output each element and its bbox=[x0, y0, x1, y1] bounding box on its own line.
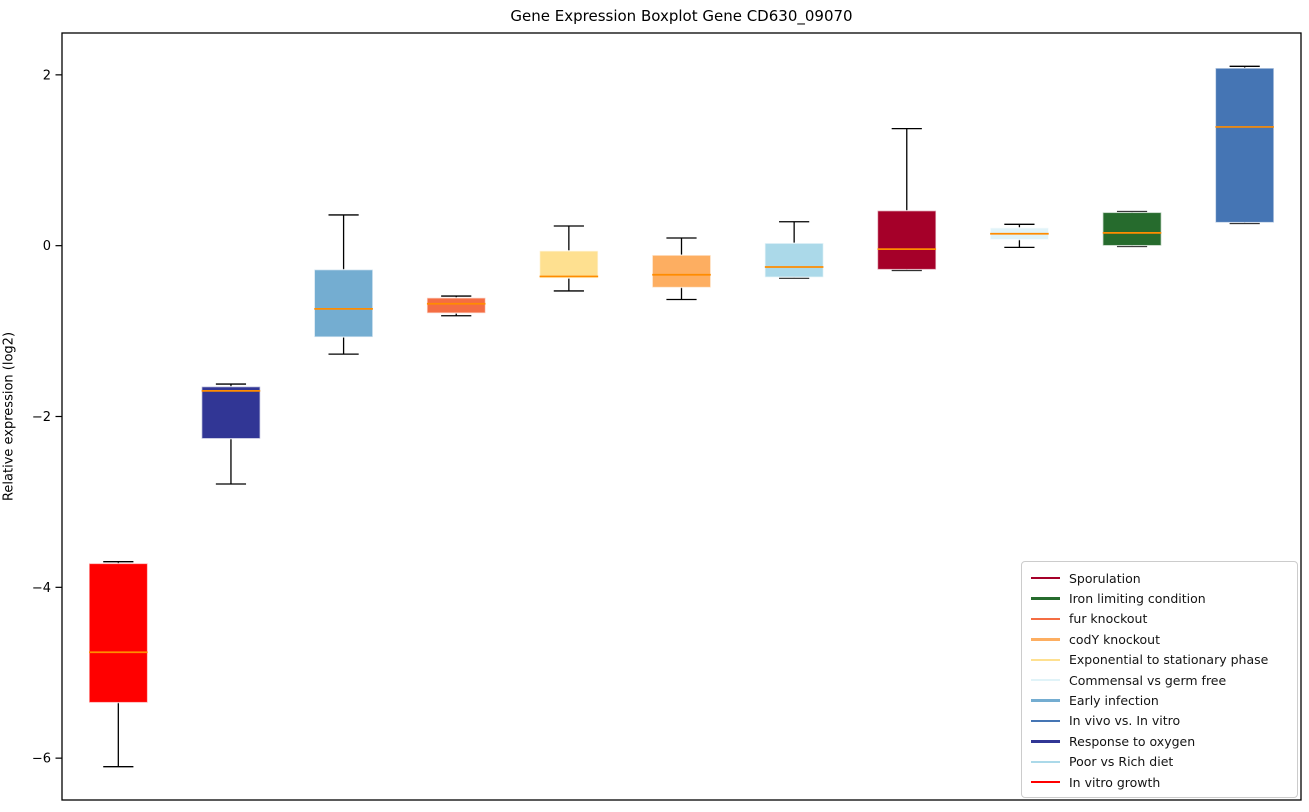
legend-swatch-line bbox=[1031, 719, 1060, 723]
legend-swatch-line bbox=[1031, 699, 1060, 702]
y-tick-label: 0 bbox=[43, 239, 51, 254]
legend-swatch-line bbox=[1031, 597, 1060, 600]
box-in-vivo-vs-in-vitro bbox=[1214, 67, 1275, 224]
legend-swatch-line bbox=[1031, 638, 1060, 641]
box-poor-vs-rich-diet bbox=[764, 242, 825, 278]
legend-item-iron-limiting-condition: Iron limiting condition bbox=[1022, 588, 1297, 608]
chart-title: Gene Expression Boxplot Gene CD630_09070 bbox=[510, 7, 853, 25]
legend-item-commensal-vs-germ-free: Commensal vs germ free bbox=[1022, 670, 1297, 690]
legend-label: In vitro growth bbox=[1069, 774, 1161, 790]
box-cody-knockout bbox=[651, 254, 712, 289]
legend: Sporulation Iron limiting condition fur kn… bbox=[1021, 561, 1298, 799]
legend-item-poor-vs-rich-diet: Poor vs Rich diet bbox=[1022, 752, 1297, 772]
box-exponential-to-stationary-phase bbox=[538, 250, 599, 279]
legend-label: codY knockout bbox=[1069, 631, 1161, 647]
legend-label: Response to oxygen bbox=[1069, 733, 1196, 749]
box-sporulation bbox=[876, 209, 937, 271]
legend-label: Early infection bbox=[1069, 693, 1159, 709]
legend-label: In vivo vs. In vitro bbox=[1069, 713, 1181, 729]
legend-swatch-line bbox=[1031, 740, 1060, 743]
box-response-to-oxygen bbox=[200, 385, 261, 440]
legend-swatch-line bbox=[1031, 617, 1060, 621]
legend-swatch-line bbox=[1031, 678, 1060, 682]
legend-item-fur-knockout: fur knockout bbox=[1022, 609, 1297, 629]
legend-label: Sporulation bbox=[1069, 570, 1141, 586]
legend-label: Commensal vs germ free bbox=[1069, 672, 1227, 688]
box-early-infection bbox=[313, 268, 374, 338]
legend-item-exponential-to-stationary-phase: Exponential to stationary phase bbox=[1022, 650, 1297, 670]
legend-label: Iron limiting condition bbox=[1069, 591, 1206, 607]
legend-item-response-to-oxygen: Response to oxygen bbox=[1022, 731, 1297, 751]
legend-item-sporulation: Sporulation bbox=[1022, 568, 1297, 588]
legend-item-in-vivo-vs-in-vitro: In vivo vs. In vitro bbox=[1022, 711, 1297, 731]
legend-label: fur knockout bbox=[1069, 611, 1148, 627]
y-tick-label: 2 bbox=[43, 68, 51, 83]
legend-item-early-infection: Early infection bbox=[1022, 690, 1297, 710]
y-tick-label: −4 bbox=[32, 581, 51, 596]
y-tick-label: −2 bbox=[32, 410, 51, 425]
legend-swatch-line bbox=[1031, 658, 1060, 661]
legend-swatch-line bbox=[1031, 780, 1060, 784]
y-tick-label: −6 bbox=[32, 752, 51, 767]
legend-item-in-vitro-growth: In vitro growth bbox=[1022, 772, 1297, 792]
legend-swatch-line bbox=[1031, 577, 1060, 580]
legend-item-cody-knockout: codY knockout bbox=[1022, 629, 1297, 649]
box-fur-knockout bbox=[426, 297, 487, 314]
box-iron-limiting-condition bbox=[1102, 211, 1163, 247]
legend-swatch-line bbox=[1031, 760, 1060, 763]
plot-frame bbox=[61, 32, 1302, 801]
legend-label: Exponential to stationary phase bbox=[1069, 652, 1269, 668]
legend-label: Poor vs Rich diet bbox=[1069, 754, 1174, 770]
box-in-vitro-growth bbox=[88, 562, 149, 704]
